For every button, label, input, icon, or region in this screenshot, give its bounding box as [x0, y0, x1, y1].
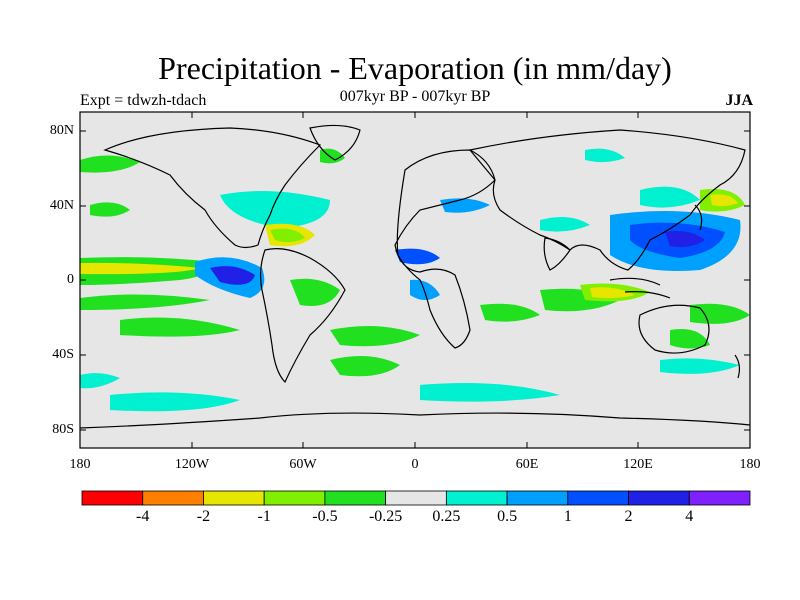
blob	[220, 191, 330, 228]
blob	[120, 317, 240, 337]
blob	[290, 278, 340, 306]
blob	[710, 194, 738, 207]
blob	[410, 279, 440, 300]
season-label: JJA	[725, 92, 753, 109]
blob	[80, 262, 200, 275]
coast-north-america	[103, 127, 322, 249]
label-bar-label: -1	[257, 508, 271, 525]
label-bar-label: 4	[685, 508, 694, 525]
label-bar-box	[506, 490, 569, 506]
label-bar-box	[324, 490, 387, 506]
period-label: 007kyr BP - 007kyr BP	[339, 88, 491, 105]
coast-japan	[694, 204, 703, 231]
experiment-label: Expt = tdwzh-tdach	[80, 92, 207, 109]
blob	[210, 266, 255, 285]
blob	[80, 294, 210, 310]
coast-indonesia	[609, 277, 671, 299]
label-bar-box	[385, 490, 447, 506]
lat-label: 80S	[52, 422, 74, 437]
label-bar-label: -0.25	[368, 508, 403, 525]
label-bar-label: 0.5	[497, 508, 518, 525]
label-bar-box	[203, 490, 265, 506]
label-bar-label: -4	[136, 508, 150, 525]
lat-label: 80N	[49, 123, 74, 138]
blob	[80, 373, 120, 389]
label-bar-box	[81, 490, 144, 506]
blob	[480, 303, 540, 322]
lat-label: 40S	[52, 347, 74, 362]
label-bar-label: -0.5	[312, 508, 338, 525]
label-bar-box	[567, 490, 629, 506]
lon-label: 0	[411, 457, 419, 472]
blob	[420, 382, 560, 402]
label-bar-label: -2	[196, 508, 211, 525]
coast-south-america	[259, 248, 346, 384]
lon-label: 120W	[174, 457, 210, 472]
coast-india	[543, 237, 571, 271]
label-bar-label: 2	[624, 508, 633, 525]
blob	[540, 216, 590, 232]
anomaly-shading	[80, 148, 750, 412]
lon-label: 60E	[515, 457, 539, 472]
blob	[585, 148, 625, 163]
blob	[90, 202, 130, 217]
blob	[270, 228, 305, 243]
label-bar-label: 1	[563, 508, 572, 525]
label-bar-label: 0.25	[432, 508, 461, 525]
label-bar-box	[263, 490, 326, 506]
blob	[330, 326, 420, 347]
coast-new-zealand	[734, 354, 741, 379]
blob	[665, 231, 705, 248]
lon-label: 180	[739, 457, 761, 472]
lon-label: 180	[69, 457, 91, 472]
label-bar-box	[445, 490, 508, 506]
coastlines	[79, 124, 751, 429]
blob	[670, 329, 710, 349]
lon-label: 120E	[623, 457, 653, 472]
blob	[330, 356, 400, 377]
blob	[640, 186, 700, 208]
label-bar-box	[142, 490, 204, 506]
lat-label: 40N	[49, 198, 74, 213]
blob	[80, 155, 140, 173]
lat-ticks	[80, 130, 750, 431]
lon-ticks	[191, 112, 639, 448]
lon-label: 60W	[289, 457, 317, 472]
blob	[110, 392, 240, 412]
blob	[320, 148, 345, 164]
coast-antarctica	[79, 412, 751, 429]
blob	[590, 287, 635, 299]
blob	[660, 358, 740, 374]
blob	[690, 303, 750, 324]
map-title: Precipitation - Evaporation (in mm/day)	[158, 50, 672, 86]
label-bar-box	[688, 490, 751, 506]
blob	[395, 248, 440, 265]
coast-australia	[638, 304, 710, 354]
label-bar-box	[628, 490, 690, 506]
coast-asia	[468, 129, 746, 271]
label-bar	[81, 490, 751, 506]
coast-greenland	[309, 124, 361, 161]
lat-label: 0	[67, 272, 74, 287]
